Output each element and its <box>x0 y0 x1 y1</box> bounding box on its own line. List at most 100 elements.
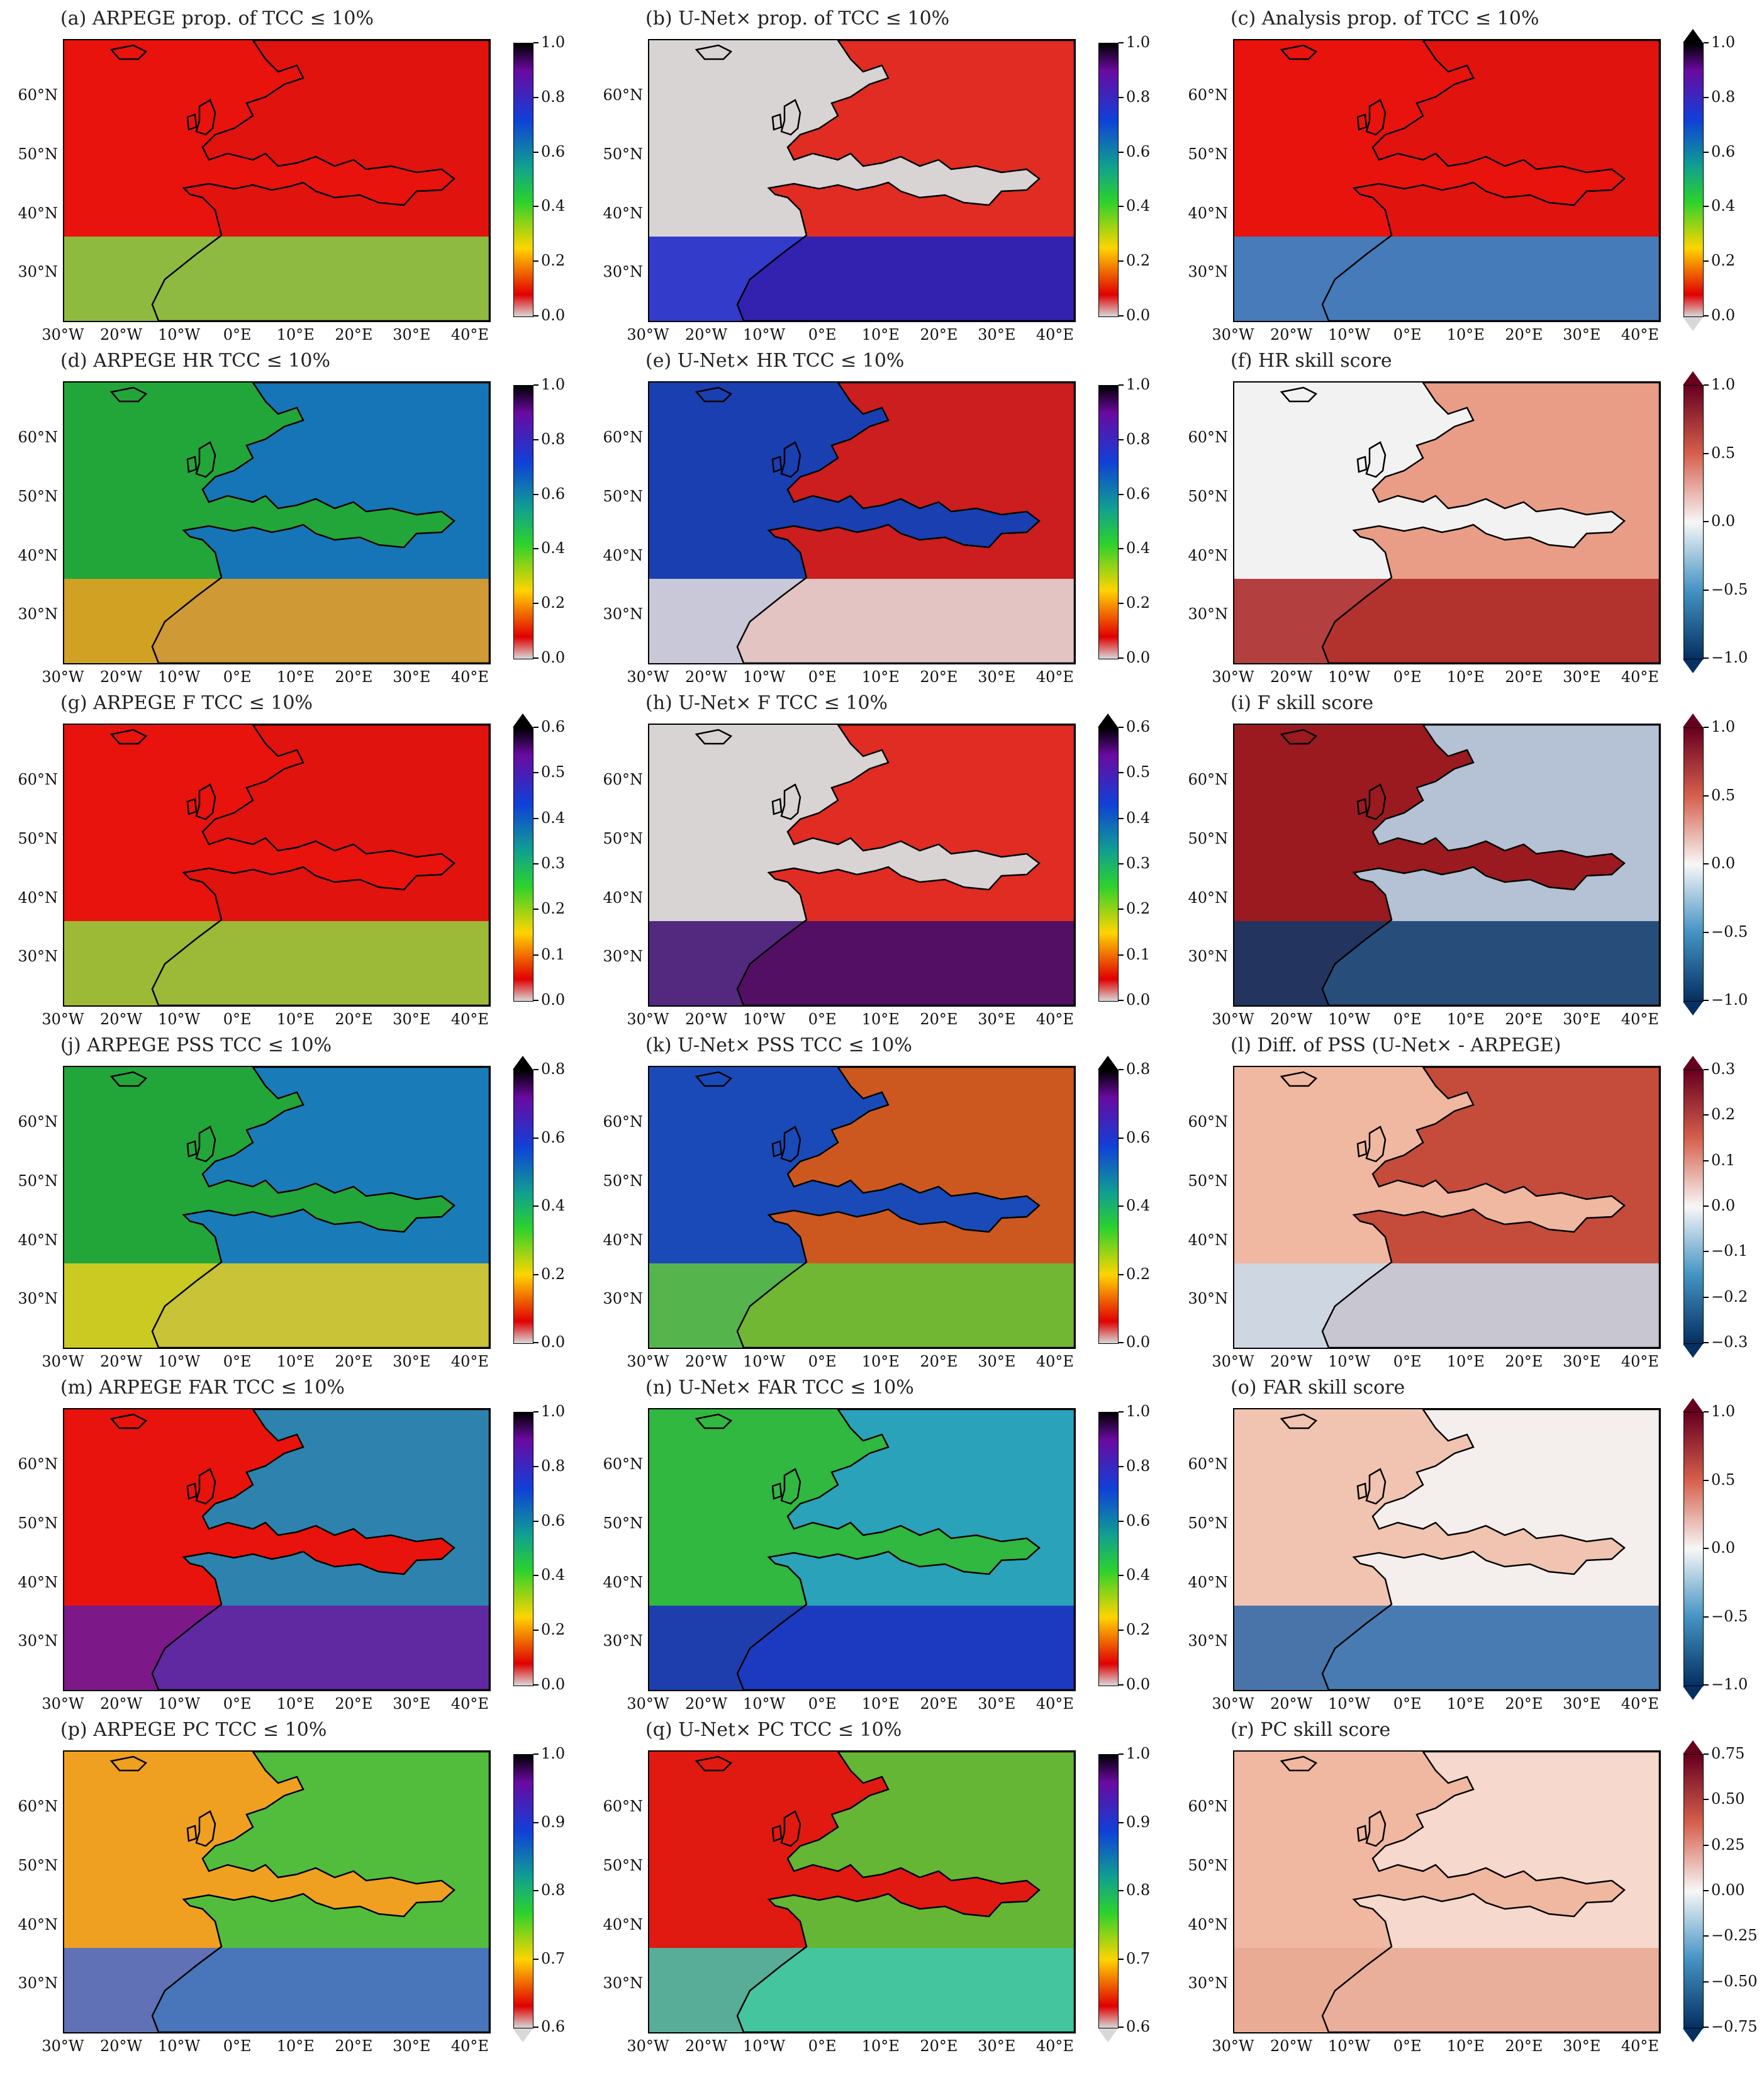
map-area <box>648 1066 1076 1349</box>
colorbar-tick-mark <box>533 1520 539 1522</box>
southern-field <box>1234 1606 1660 1690</box>
lat-label: 50°N <box>603 487 643 505</box>
southern-field <box>1234 921 1660 1005</box>
colorbar-tick-mark <box>1119 1630 1124 1631</box>
lat-label: 30°N <box>18 1974 58 1993</box>
colorbar-tick-mark <box>1704 384 1709 386</box>
coastline-iceland <box>109 44 148 60</box>
colorbar-tick-label: 0.0 <box>1711 1197 1736 1214</box>
lon-label: 0°E <box>223 668 252 686</box>
southern-field <box>649 921 1075 1005</box>
colorbar-tick-mark <box>1119 1890 1124 1891</box>
colorbar-tick-mark <box>1704 206 1709 208</box>
panel-title: (l) Diff. of PSS (U-Net× - ARPEGE) <box>1231 1034 1561 1056</box>
colorbar-tick-label: 0.2 <box>541 900 566 918</box>
lat-label: 30°N <box>603 263 643 281</box>
lat-label: 30°N <box>18 1632 58 1650</box>
lon-label: 20°E <box>1505 2037 1543 2055</box>
lat-label: 30°N <box>603 605 643 624</box>
map-field <box>649 383 1075 663</box>
map-field <box>649 40 1075 321</box>
lat-label: 60°N <box>18 1113 58 1131</box>
lon-label: 20°W <box>685 2037 728 2055</box>
colorbar-tick-mark <box>533 909 539 910</box>
panel-title: (m) ARPEGE FAR TCC ≤ 10% <box>60 1377 345 1399</box>
lat-label: 30°N <box>1188 263 1228 281</box>
colorbar-tick-label: −1.0 <box>1711 649 1748 666</box>
coastline-uk <box>1365 783 1387 820</box>
lon-label: 20°W <box>685 668 728 686</box>
panel-title: (r) PC skill score <box>1231 1719 1391 1741</box>
colorbar-tick-mark <box>1119 1520 1124 1522</box>
colorbar-tick-mark <box>1119 315 1124 316</box>
colorbar-tick-label: 0.0 <box>1711 512 1736 530</box>
colorbar-tick-mark <box>1704 1890 1709 1891</box>
lon-label: 20°W <box>100 668 143 686</box>
colorbar-tick-label: 0.6 <box>541 1511 566 1530</box>
colorbar-tick-mark <box>1119 657 1124 659</box>
colorbar <box>1098 1754 1119 2028</box>
lon-label: 10°W <box>742 668 786 686</box>
colorbar-tick-mark <box>1704 315 1709 316</box>
colorbar-tick-label: 0.0 <box>1126 1675 1151 1693</box>
lon-label: 10°E <box>861 1010 900 1028</box>
lon-label: 10°W <box>742 1353 786 1370</box>
map-field <box>64 1409 489 1690</box>
colorbar-tick-mark <box>1704 1981 1709 1983</box>
map-field <box>1234 1752 1660 2032</box>
colorbar-tick-label: 0.5 <box>1711 786 1736 804</box>
lat-label: 50°N <box>603 829 643 847</box>
lon-label: 30°W <box>627 1353 669 1370</box>
colorbar-tick-mark <box>533 1137 539 1139</box>
coastline-ireland <box>186 456 198 473</box>
southern-field <box>64 1948 489 2032</box>
lat-label: 30°N <box>18 263 58 281</box>
lat-label: 40°N <box>18 546 58 564</box>
colorbar-tick-mark <box>1119 206 1124 208</box>
colorbar-tick-mark <box>533 1205 539 1207</box>
colorbar-tick-mark <box>533 315 539 316</box>
coastline-iceland <box>695 1755 733 1772</box>
lon-label: 20°W <box>1270 2037 1313 2055</box>
lon-label: 30°W <box>1212 1010 1254 1028</box>
southern-field <box>1234 579 1660 663</box>
map-field <box>64 725 489 1005</box>
coastline-iceland <box>695 44 733 60</box>
colorbar-tick-label: 0.5 <box>541 763 566 781</box>
lat-label: 30°N <box>1188 1290 1228 1308</box>
colorbar <box>1683 1754 1704 2028</box>
colorbar-tick-mark <box>533 954 539 956</box>
colorbar-extend-max <box>1683 1740 1703 1754</box>
lon-label: 10°E <box>861 326 900 344</box>
coastline <box>736 40 1075 321</box>
lon-label: 20°W <box>685 1010 728 1028</box>
colorbar-tick-mark <box>1119 954 1124 956</box>
lon-label: 20°W <box>1270 1695 1313 1713</box>
colorbar-tick-mark <box>1119 727 1124 728</box>
southern-field <box>64 579 489 663</box>
lon-label: 20°W <box>1270 668 1313 686</box>
lon-label: 20°E <box>335 668 373 686</box>
colorbar-tick-label: 0.4 <box>541 1566 566 1584</box>
coastline-ireland <box>186 1825 198 1842</box>
colorbar-tick-label: 0.0 <box>1711 854 1736 872</box>
colorbar-extend-min <box>1683 659 1703 673</box>
coastline-ireland <box>186 113 198 131</box>
lon-label: 0°E <box>1393 1353 1422 1370</box>
southern-field <box>64 1606 489 1690</box>
lon-label: 40°E <box>1621 1353 1659 1370</box>
coastline-ireland <box>186 1482 198 1500</box>
lon-label: 10°W <box>742 2037 786 2055</box>
colorbar-tick-mark <box>1704 260 1709 262</box>
colorbar-tick-mark <box>533 1575 539 1577</box>
colorbar-tick-mark <box>1704 727 1709 728</box>
lat-label: 40°N <box>603 204 643 222</box>
lat-label: 40°N <box>603 888 643 907</box>
lon-label: 30°E <box>978 1353 1016 1370</box>
lon-label: 0°E <box>223 1695 252 1713</box>
colorbar-gradient <box>1684 386 1703 659</box>
coastline <box>736 1752 1075 2032</box>
colorbar-tick-mark <box>1704 931 1709 933</box>
lat-label: 40°N <box>18 1231 58 1249</box>
coastline <box>1321 725 1660 1005</box>
